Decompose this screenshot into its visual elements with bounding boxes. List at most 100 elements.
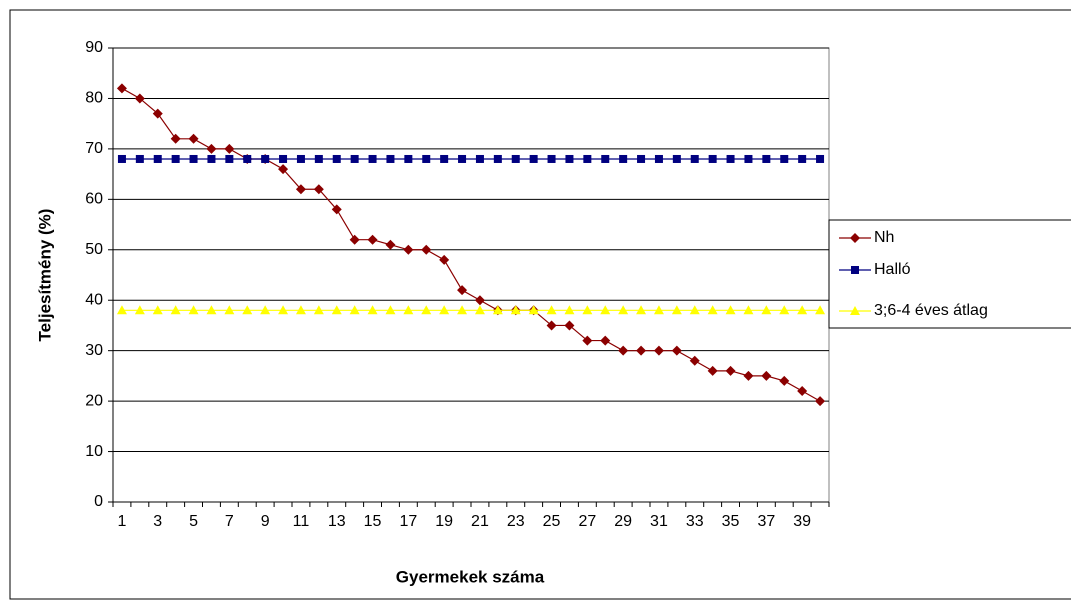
point: [403, 244, 414, 255]
point: [207, 154, 216, 163]
y-tick-label: 50: [85, 241, 103, 258]
point: [510, 305, 521, 315]
point: [797, 386, 808, 397]
legend-marker: [850, 306, 860, 315]
point: [171, 154, 180, 163]
point: [188, 133, 199, 144]
point: [225, 154, 234, 163]
point: [295, 305, 306, 315]
point: [816, 154, 825, 163]
x-tick-label: 9: [261, 513, 270, 530]
point: [761, 305, 772, 315]
point: [653, 305, 664, 315]
point: [601, 154, 610, 163]
point: [654, 154, 663, 163]
point: [672, 154, 681, 163]
point: [565, 154, 574, 163]
point: [780, 154, 789, 163]
point: [422, 154, 431, 163]
point: [386, 154, 395, 163]
point: [708, 154, 717, 163]
point: [206, 143, 217, 154]
point: [600, 335, 611, 346]
x-tick-label: 23: [507, 513, 525, 530]
legend-marker: [850, 233, 860, 243]
point: [439, 305, 450, 315]
x-tick-label: 11: [293, 513, 310, 530]
point: [583, 154, 592, 163]
point: [547, 154, 556, 163]
y-tick-label: 90: [85, 39, 103, 56]
point: [350, 154, 359, 163]
point: [671, 305, 682, 315]
point: [582, 335, 593, 346]
x-tick-label: 37: [757, 513, 775, 530]
point: [331, 204, 342, 215]
point: [707, 305, 718, 315]
point: [295, 184, 306, 195]
legend-label: Nh: [874, 229, 894, 246]
y-tick-label: 60: [85, 191, 103, 208]
x-tick-label: 21: [471, 513, 489, 530]
point: [564, 320, 575, 331]
point: [689, 355, 700, 366]
point: [349, 234, 360, 245]
point: [134, 93, 145, 104]
point: [474, 305, 485, 315]
x-tick-label: 3: [153, 513, 162, 530]
point: [636, 345, 647, 356]
point: [618, 345, 629, 356]
legend-marker: [851, 266, 859, 274]
point: [457, 305, 468, 315]
legend-label: 3;6-4 éves átlag: [874, 302, 988, 319]
point: [690, 154, 699, 163]
y-tick-label: 40: [85, 291, 103, 308]
point: [474, 295, 485, 306]
point: [224, 143, 235, 154]
point: [170, 305, 181, 315]
point: [116, 305, 127, 315]
y-axis-title: Teljesítmény (%): [35, 209, 54, 342]
point: [511, 154, 520, 163]
point: [744, 154, 753, 163]
legend-label: Halló: [874, 261, 911, 278]
point: [798, 154, 807, 163]
point: [743, 305, 754, 315]
point: [421, 244, 432, 255]
point: [116, 83, 127, 94]
point: [779, 375, 790, 386]
point: [367, 234, 378, 245]
point: [636, 305, 647, 315]
x-tick-label: 5: [189, 513, 198, 530]
point: [725, 365, 736, 376]
y-tick-label: 20: [85, 392, 103, 409]
point: [152, 108, 163, 119]
point: [689, 305, 700, 315]
x-tick-label: 35: [722, 513, 740, 530]
point: [404, 154, 413, 163]
x-tick-label: 19: [435, 513, 453, 530]
point: [243, 154, 252, 163]
point: [170, 133, 181, 144]
point: [153, 154, 162, 163]
point: [440, 154, 449, 163]
point: [260, 305, 271, 315]
x-tick-label: 39: [793, 513, 811, 530]
point: [528, 305, 539, 315]
x-tick-label: 29: [614, 513, 632, 530]
point: [296, 154, 305, 163]
x-tick-label: 13: [328, 513, 346, 530]
point: [117, 154, 126, 163]
point: [582, 305, 593, 315]
x-axis-title: Gyermekek száma: [396, 567, 545, 586]
point: [368, 154, 377, 163]
point: [152, 305, 163, 315]
point: [671, 345, 682, 356]
point: [313, 305, 324, 315]
point: [349, 305, 360, 315]
y-tick-label: 0: [94, 493, 103, 510]
point: [457, 285, 468, 296]
point: [206, 305, 217, 315]
point: [475, 154, 484, 163]
y-tick-label: 10: [85, 443, 103, 460]
